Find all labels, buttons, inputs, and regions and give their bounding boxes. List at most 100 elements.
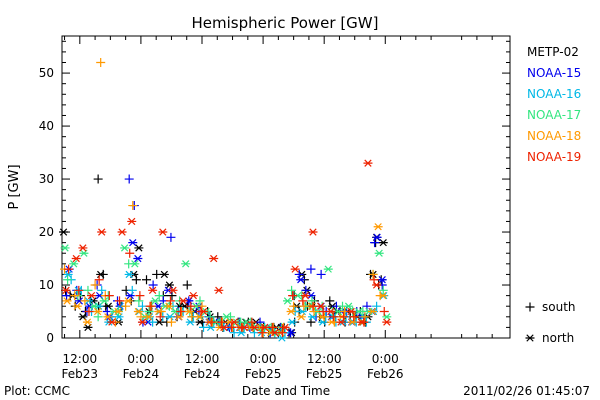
noaa-19-north-point xyxy=(326,307,336,316)
noaa-19-north-point xyxy=(300,291,310,300)
x-axis: 12:00Feb230:00Feb2412:00Feb240:00Feb2512… xyxy=(62,36,493,381)
noaa-17-north-point xyxy=(60,244,70,252)
y-tick-label: 50 xyxy=(39,66,54,80)
noaa-19-south-point xyxy=(115,296,125,306)
noaa-18-north-point xyxy=(373,223,383,231)
noaa-18-north-point xyxy=(123,297,133,305)
metp-02-south-point xyxy=(93,174,103,184)
noaa-17-north-point xyxy=(354,307,364,316)
noaa-18-south-point xyxy=(368,269,378,279)
noaa-19-north-point xyxy=(260,323,270,332)
legend-entry-noaa-18: NOAA-18 xyxy=(527,129,581,143)
metp-02-north-point xyxy=(96,270,106,279)
noaa-19-north-point xyxy=(188,291,198,300)
metp-02-south-point xyxy=(142,275,152,285)
noaa-17-north-point xyxy=(99,297,109,305)
x-tick-date: Feb24 xyxy=(184,367,221,381)
noaa-17-north-point xyxy=(374,249,384,257)
noaa-17-south-point xyxy=(93,312,103,322)
legend-south-label: south xyxy=(542,300,576,314)
x-tick-date: Feb25 xyxy=(245,367,282,381)
legend-entry-noaa-15: NOAA-15 xyxy=(527,66,581,80)
noaa-18-south-point xyxy=(299,301,309,311)
noaa-18-north-point xyxy=(174,313,184,321)
y-tick-label: 40 xyxy=(39,119,54,133)
noaa-18-south-point xyxy=(80,296,90,306)
noaa-15-north-point xyxy=(296,276,306,284)
noaa-15-north-point xyxy=(372,233,382,241)
x-tick-date: Feb23 xyxy=(62,367,99,381)
noaa-16-north-point xyxy=(287,318,297,326)
legend-north-marker xyxy=(525,334,535,342)
x-tick-date: Feb25 xyxy=(306,367,343,381)
noaa-18-south-point xyxy=(96,57,106,67)
noaa-19-north-point xyxy=(71,254,81,263)
noaa-19-north-point xyxy=(117,228,127,236)
noaa-19-north-point xyxy=(372,281,382,289)
plot-timestamp: 2011/02/26 01:45:07 xyxy=(463,384,590,398)
x-tick-time: 12:00 xyxy=(185,352,220,366)
noaa-19-north-point xyxy=(219,323,229,332)
noaa-19-north-point xyxy=(249,323,259,332)
data-markers xyxy=(59,57,392,342)
noaa-19-north-point xyxy=(336,318,346,326)
x-tick-time: 0:00 xyxy=(250,352,277,366)
noaa-17-north-point xyxy=(221,313,231,321)
plot-credit: Plot: CCMC xyxy=(4,384,70,398)
noaa-19-north-point xyxy=(178,297,188,305)
y-tick-label: 10 xyxy=(39,278,54,292)
noaa-17-south-point xyxy=(378,285,388,295)
noaa-19-south-point xyxy=(84,307,94,317)
noaa-19-north-point xyxy=(168,286,178,294)
noaa-15-south-point xyxy=(316,269,326,279)
noaa-17-north-point xyxy=(89,302,99,310)
noaa-18-north-point xyxy=(93,307,103,316)
noaa-17-south-point xyxy=(195,296,205,306)
noaa-19-south-point xyxy=(94,275,104,285)
noaa-15-north-point xyxy=(128,238,138,247)
noaa-18-north-point xyxy=(194,313,204,321)
noaa-19-north-point xyxy=(87,291,97,300)
noaa-18-north-point xyxy=(133,307,143,316)
y-tick-label: 20 xyxy=(39,225,54,239)
noaa-19-north-point xyxy=(316,302,326,310)
noaa-17-south-point xyxy=(134,296,144,306)
x-tick-time: 0:00 xyxy=(372,352,399,366)
noaa-16-south-point xyxy=(148,317,158,327)
legend-north-label: north xyxy=(542,331,574,345)
legend-entry-noaa-17: NOAA-17 xyxy=(527,108,581,122)
plot-area-frame xyxy=(61,35,511,339)
y-axis: 0 10 20 30 40 50 xyxy=(39,40,510,345)
noaa-16-north-point xyxy=(185,318,195,326)
x-tick-date: Feb26 xyxy=(367,367,404,381)
y-axis-label: P [GW] xyxy=(7,164,22,209)
metp-02-north-point xyxy=(159,270,169,279)
noaa-15-south-point xyxy=(124,174,134,184)
x-tick-time: 12:00 xyxy=(307,352,342,366)
metp-02-north-point xyxy=(134,244,144,252)
noaa-17-north-point xyxy=(69,260,79,268)
noaa-18-south-point xyxy=(128,201,138,211)
noaa-16-north-point xyxy=(165,313,175,321)
noaa-15-south-point xyxy=(301,285,311,295)
noaa-19-north-point xyxy=(214,286,224,294)
noaa-18-north-point xyxy=(154,307,164,316)
noaa-18-north-point xyxy=(296,313,306,321)
noaa-17-south-point xyxy=(287,285,297,295)
metp-02-north-point xyxy=(103,302,113,310)
noaa-17-north-point xyxy=(344,302,354,310)
noaa-18-north-point xyxy=(378,291,388,300)
legend-entry-noaa-19: NOAA-19 xyxy=(527,150,581,164)
noaa-19-south-point xyxy=(64,264,74,274)
noaa-19-north-point xyxy=(239,323,249,332)
noaa-17-south-point xyxy=(144,307,154,317)
x-axis-label: Date and Time xyxy=(242,384,330,398)
noaa-18-north-point xyxy=(103,313,113,321)
noaa-18-north-point xyxy=(347,318,357,326)
noaa-17-north-point xyxy=(130,260,140,268)
noaa-17-north-point xyxy=(181,260,191,268)
noaa-18-north-point xyxy=(184,307,194,316)
noaa-19-north-point xyxy=(346,307,356,316)
noaa-17-south-point xyxy=(83,285,93,295)
noaa-19-north-point xyxy=(61,286,71,294)
